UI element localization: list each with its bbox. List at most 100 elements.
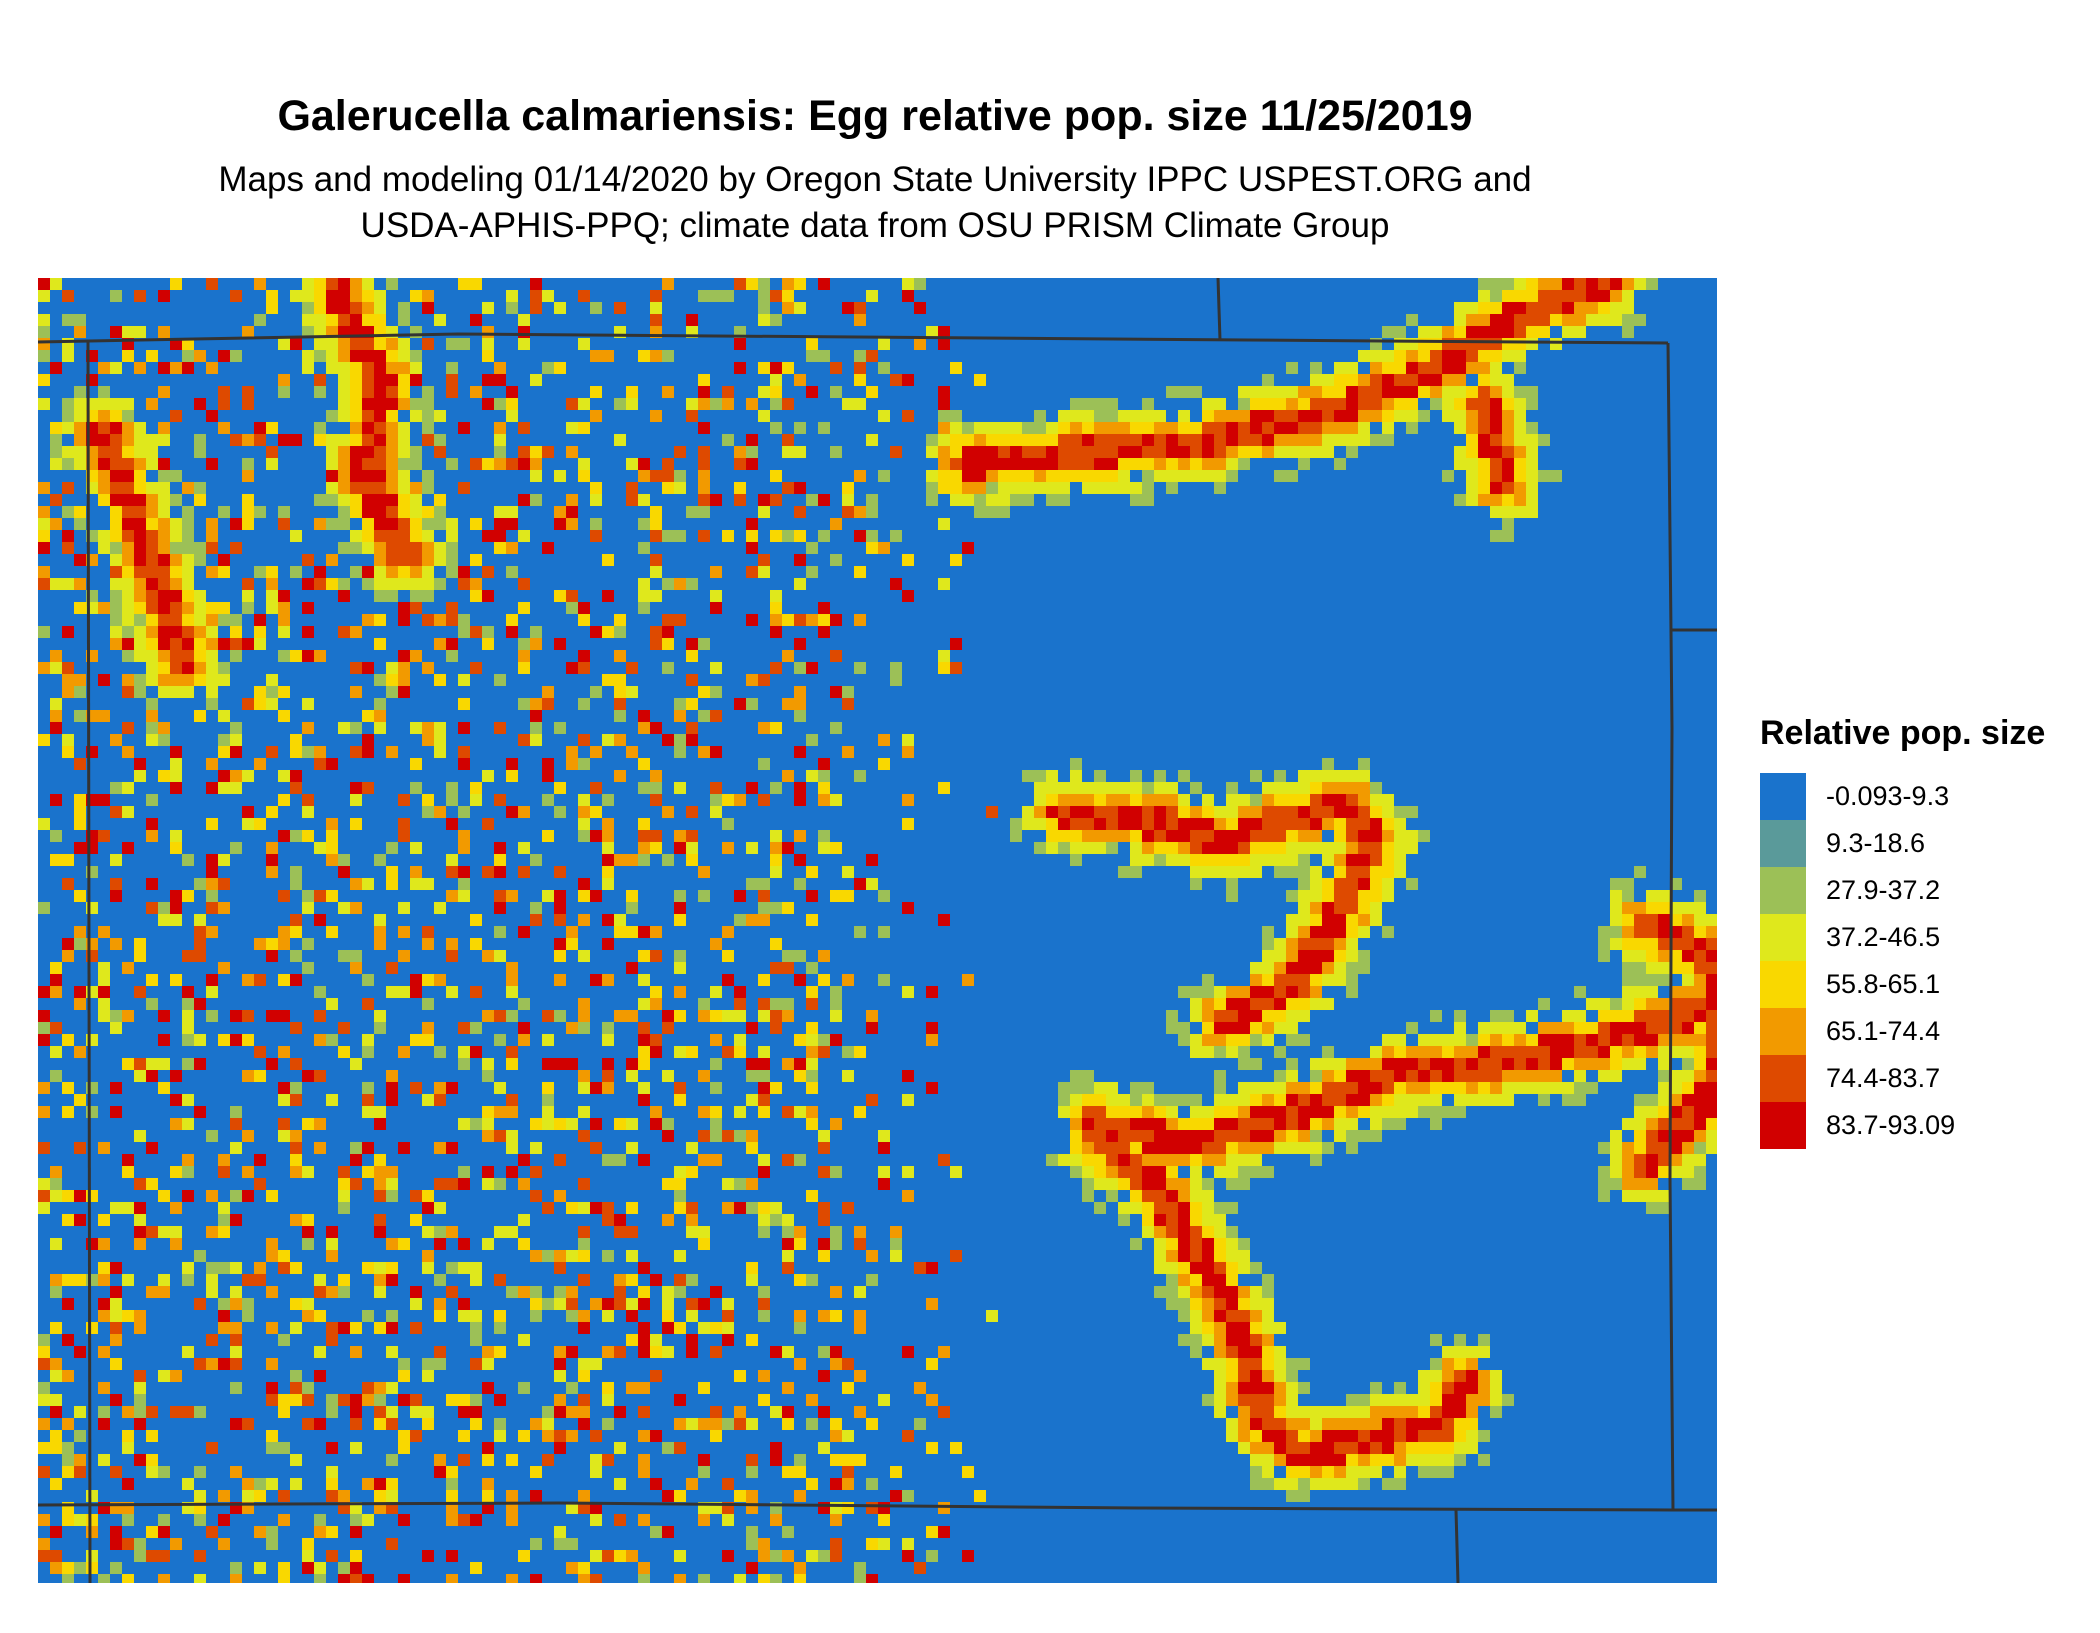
raster-cell [1094, 770, 1106, 782]
raster-cell [1058, 1082, 1070, 1094]
raster-cell [1658, 950, 1670, 962]
raster-cell [1202, 1322, 1214, 1334]
raster-cell [602, 854, 614, 866]
raster-cell [326, 1226, 338, 1238]
raster-cell [218, 746, 230, 758]
raster-cell [1670, 1166, 1682, 1178]
raster-cell [1226, 1310, 1238, 1322]
raster-cell [1214, 1394, 1226, 1406]
raster-cell [770, 962, 782, 974]
raster-cell [698, 638, 710, 650]
raster-cell [1310, 830, 1322, 842]
raster-cell [1550, 314, 1562, 326]
raster-cell [1598, 1166, 1610, 1178]
raster-cell [1178, 1298, 1190, 1310]
raster-cell [1622, 1046, 1634, 1058]
raster-cell [1310, 950, 1322, 962]
raster-cell [626, 686, 638, 698]
raster-cell [374, 290, 386, 302]
raster-cell [1382, 374, 1394, 386]
raster-cell [1418, 410, 1430, 422]
raster-cell [1358, 1454, 1370, 1466]
raster-cell [1478, 1394, 1490, 1406]
raster-cell [1250, 866, 1262, 878]
raster-cell [926, 482, 938, 494]
raster-cell [1454, 374, 1466, 386]
raster-cell [758, 1106, 770, 1118]
raster-cell [374, 1214, 386, 1226]
raster-cell [1130, 806, 1142, 818]
raster-cell [950, 446, 962, 458]
raster-cell [302, 1418, 314, 1430]
raster-cell [302, 890, 314, 902]
raster-cell [506, 302, 518, 314]
raster-cell [1406, 806, 1418, 818]
raster-cell [1370, 1466, 1382, 1478]
raster-cell [326, 302, 338, 314]
raster-cell [1598, 278, 1610, 290]
raster-cell [1154, 1250, 1166, 1262]
raster-cell [1514, 1046, 1526, 1058]
raster-cell [254, 314, 266, 326]
raster-cell [1430, 1442, 1442, 1454]
raster-cell [74, 314, 86, 326]
raster-cell [350, 1562, 362, 1574]
raster-cell [74, 602, 86, 614]
raster-cell [38, 566, 50, 578]
raster-cell [110, 506, 122, 518]
raster-cell [1430, 1034, 1442, 1046]
raster-cell [578, 1274, 590, 1286]
raster-cell [1706, 950, 1717, 962]
map-subtitle-line-1: Maps and modeling 01/14/2020 by Oregon S… [218, 160, 1532, 199]
raster-cell [1058, 482, 1070, 494]
raster-cell [710, 938, 722, 950]
raster-cell [1550, 290, 1562, 302]
raster-cell [854, 398, 866, 410]
raster-cell [1154, 1214, 1166, 1226]
raster-cell [158, 362, 170, 374]
raster-cell [1094, 446, 1106, 458]
raster-cell [278, 614, 290, 626]
raster-cell [1238, 1310, 1250, 1322]
raster-cell [458, 1298, 470, 1310]
raster-cell [362, 1394, 374, 1406]
raster-cell [1166, 1298, 1178, 1310]
raster-cell [242, 1070, 254, 1082]
raster-cell [1454, 1346, 1466, 1358]
raster-cell [1706, 986, 1717, 998]
raster-cell [578, 1226, 590, 1238]
raster-cell [98, 542, 110, 554]
raster-cell [758, 1046, 770, 1058]
raster-cell [1154, 1142, 1166, 1154]
raster-cell [38, 662, 50, 674]
raster-cell [458, 758, 470, 770]
raster-cell [434, 734, 446, 746]
raster-cell [770, 602, 782, 614]
raster-cell [1286, 1490, 1298, 1502]
raster-cell [110, 1310, 122, 1322]
raster-cell [1142, 1094, 1154, 1106]
raster-cell [62, 542, 74, 554]
raster-cell [1082, 1106, 1094, 1118]
raster-cell [1466, 350, 1478, 362]
raster-cell [578, 830, 590, 842]
raster-cell [1154, 1262, 1166, 1274]
raster-cell [1250, 1286, 1262, 1298]
raster-cell [1238, 998, 1250, 1010]
raster-cell [746, 458, 758, 470]
raster-cell [734, 1202, 746, 1214]
raster-cell [1250, 1034, 1262, 1046]
raster-cell [278, 626, 290, 638]
raster-cell [662, 1322, 674, 1334]
raster-cell [998, 458, 1010, 470]
raster-cell [1466, 1358, 1478, 1370]
raster-cell [1298, 1382, 1310, 1394]
raster-cell [362, 398, 374, 410]
raster-cell [146, 542, 158, 554]
raster-cell [734, 494, 746, 506]
raster-cell [410, 722, 422, 734]
raster-cell [398, 422, 410, 434]
raster-cell [386, 458, 398, 470]
raster-cell [350, 1346, 362, 1358]
raster-cell [98, 962, 110, 974]
